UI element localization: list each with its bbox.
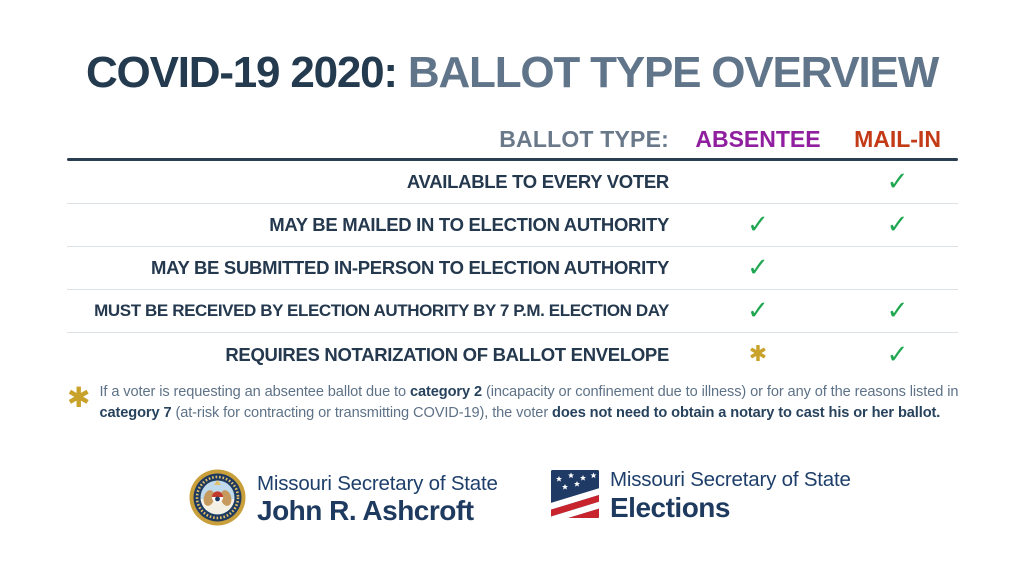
title-overview: BALLOT TYPE OVERVIEW <box>396 48 939 97</box>
sos-elections-text: Missouri Secretary of State Elections <box>610 468 851 523</box>
mailin-check-icon: ✓ <box>886 167 909 197</box>
row-label: REQUIRES NOTARIZATION OF BALLOT ENVELOPE <box>225 343 669 365</box>
sos-elections-logo: Missouri Secretary of State Elections <box>551 468 851 523</box>
mailin-check-icon: ✓ <box>886 210 909 240</box>
sos-ashcroft-text: Missouri Secretary of State John R. Ashc… <box>257 471 498 527</box>
table-row: MUST BE RECEIVED BY ELECTION AUTHORITY B… <box>67 290 958 333</box>
absentee-asterisk-icon: ✱ <box>748 341 768 367</box>
column-header-absentee: ABSENTEE <box>695 125 821 152</box>
sos-line: Missouri Secretary of State <box>610 468 851 491</box>
table-header-row: BALLOT TYPE: ABSENTEE MAIL-IN <box>67 120 958 158</box>
ballot-type-table: BALLOT TYPE: ABSENTEE MAIL-IN AVAILABLE … <box>67 120 958 376</box>
table-row: AVAILABLE TO EVERY VOTER ✓ <box>67 161 958 204</box>
missouri-seal-icon <box>189 469 246 531</box>
mailin-check-icon: ✓ <box>886 339 909 370</box>
row-label: AVAILABLE TO EVERY VOTER <box>406 171 669 192</box>
table-row: MAY BE MAILED IN TO ELECTION AUTHORITY ✓… <box>67 204 958 247</box>
header-divider <box>67 158 958 161</box>
ballot-type-label: BALLOT TYPE: <box>499 125 669 152</box>
title-covid: COVID-19 2020: <box>85 48 398 97</box>
absentee-check-icon: ✓ <box>747 253 769 283</box>
sos-line: Missouri Secretary of State <box>257 471 498 495</box>
table-row: REQUIRES NOTARIZATION OF BALLOT ENVELOPE… <box>67 333 958 376</box>
table-row: MAY BE SUBMITTED IN-PERSON TO ELECTION A… <box>67 247 958 290</box>
elections-name: Elections <box>610 491 730 523</box>
row-label: MAY BE MAILED IN TO ELECTION AUTHORITY <box>269 214 669 235</box>
mailin-check-icon: ✓ <box>886 296 909 326</box>
us-flag-icon <box>551 469 599 523</box>
page-title: COVID-19 2020: BALLOT TYPE OVERVIEW <box>0 48 1024 98</box>
footnote-text: If a voter is requesting an absentee bal… <box>99 384 959 421</box>
absentee-check-icon: ✓ <box>747 210 769 240</box>
row-label: MAY BE SUBMITTED IN-PERSON TO ELECTION A… <box>150 257 669 278</box>
row-label: MUST BE RECEIVED BY ELECTION AUTHORITY B… <box>94 301 669 320</box>
sos-ashcroft-logo: Missouri Secretary of State John R. Ashc… <box>189 469 498 531</box>
column-header-mailin: MAIL-IN <box>854 125 941 152</box>
ashcroft-name: John R. Ashcroft <box>257 495 474 527</box>
footnote: ✱ If a voter is requesting an absentee b… <box>67 382 960 423</box>
absentee-check-icon: ✓ <box>747 296 769 326</box>
asterisk-icon: ✱ <box>67 381 91 414</box>
